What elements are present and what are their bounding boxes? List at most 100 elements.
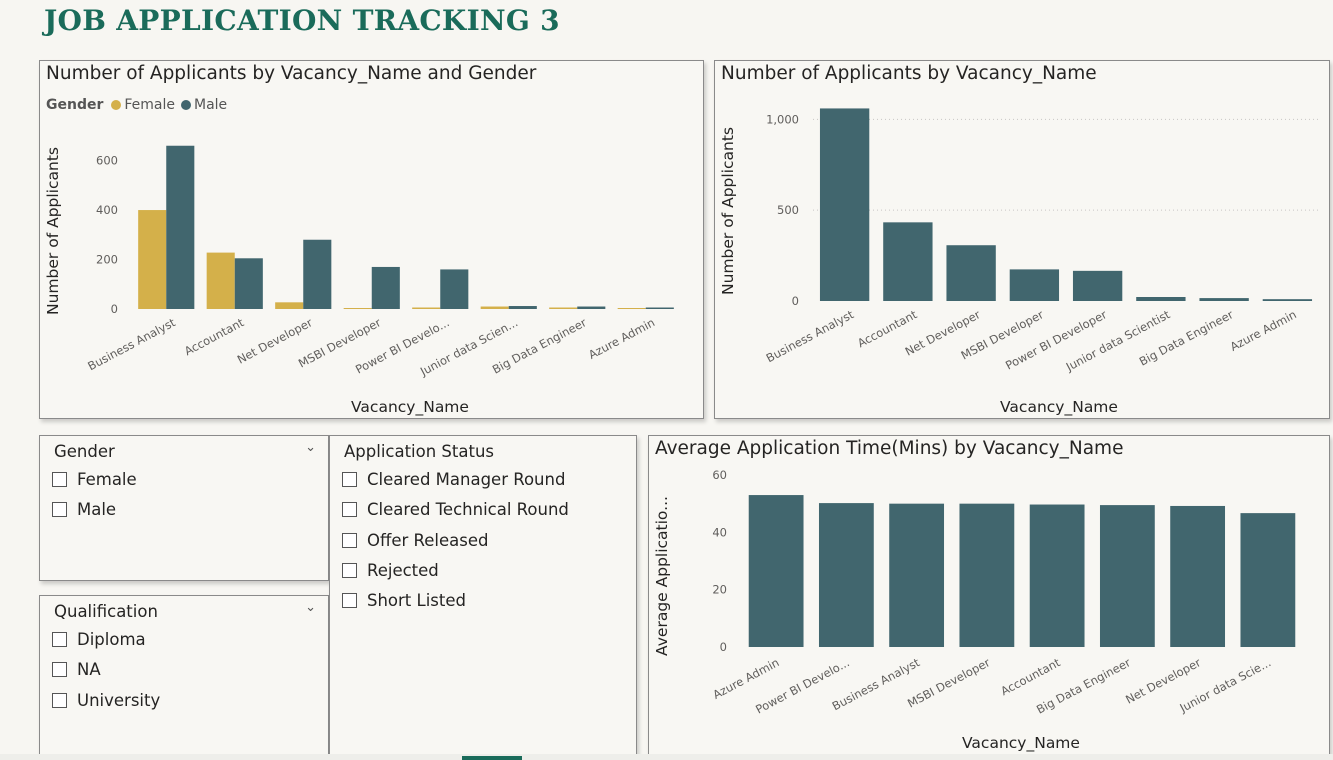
gender-option-female[interactable]: Female: [52, 468, 137, 490]
option-label: Male: [77, 499, 117, 519]
bar: [234, 258, 263, 309]
bar: [371, 266, 400, 309]
gender-slicer-title: Gender: [54, 442, 115, 461]
bar: [1170, 505, 1226, 647]
gender-option-male[interactable]: Male: [52, 498, 116, 520]
qualification-slicer-title: Qualification: [54, 602, 158, 621]
bar: [818, 503, 874, 647]
legend-label-female: Female: [124, 97, 175, 113]
checkbox[interactable]: [342, 592, 357, 608]
bar: [166, 145, 195, 309]
male-swatch-icon: [181, 100, 191, 110]
status-option-rejected[interactable]: Rejected: [342, 559, 439, 581]
checkbox[interactable]: [342, 562, 357, 578]
bar: [1029, 504, 1085, 647]
page-tabs-strip: [0, 754, 1333, 760]
status-option-cleared-manager[interactable]: Cleared Manager Round: [342, 468, 565, 490]
bar: [303, 239, 332, 309]
checkbox[interactable]: [52, 501, 67, 517]
option-label: Cleared Technical Round: [367, 499, 569, 519]
bar: [1240, 513, 1296, 647]
y-axis-title: Number of Applicants: [719, 127, 737, 295]
bar: [549, 307, 578, 309]
y-tick-label: 0: [720, 640, 727, 654]
x-tick-label: Azure Admin: [586, 315, 657, 362]
checkbox[interactable]: [52, 692, 67, 708]
bar: [1199, 298, 1249, 301]
checkbox[interactable]: [52, 661, 67, 677]
status-option-cleared-technical[interactable]: Cleared Technical Round: [342, 498, 569, 520]
checkbox[interactable]: [342, 471, 357, 487]
y-tick-label: 600: [96, 154, 118, 168]
checkbox[interactable]: [52, 631, 67, 647]
application-status-slicer[interactable]: Application Status Cleared Manager Round…: [329, 435, 637, 756]
bar: [819, 108, 870, 301]
y-tick-label: 500: [777, 203, 799, 217]
bar: [138, 210, 167, 309]
bar: [412, 307, 441, 309]
legend-title: Gender: [46, 97, 104, 113]
qualification-option-na[interactable]: NA: [52, 658, 101, 680]
bar: [889, 503, 945, 647]
status-option-offer-released[interactable]: Offer Released: [342, 529, 488, 551]
gender-slicer[interactable]: Gender ⌄ Female Male: [39, 435, 329, 581]
y-axis-title: Number of Applicants: [44, 147, 62, 315]
x-tick-label: Junior data Scientist: [1063, 307, 1173, 374]
bar: [343, 308, 372, 310]
bar: [959, 503, 1015, 647]
checkbox[interactable]: [342, 532, 357, 548]
female-swatch-icon: [111, 100, 122, 110]
checkbox[interactable]: [52, 471, 67, 487]
x-axis-title: Vacancy_Name: [1000, 398, 1118, 417]
chart3-title: Average Application Time(Mins) by Vacanc…: [655, 438, 1124, 459]
option-label: NA: [77, 659, 101, 679]
bar: [617, 308, 646, 310]
checkbox[interactable]: [342, 501, 357, 517]
qualification-option-university[interactable]: University: [52, 689, 160, 711]
bar: [946, 245, 996, 301]
legend-item-female[interactable]: Female: [111, 97, 175, 113]
bar: [1136, 297, 1186, 301]
bar: [1099, 505, 1155, 647]
chart1-legend: Gender Female Male: [46, 97, 233, 113]
bar: [1262, 299, 1313, 301]
y-tick-label: 1,000: [766, 112, 799, 126]
qualification-option-diploma[interactable]: Diploma: [52, 628, 146, 650]
x-axis-title: Vacancy_Name: [962, 734, 1080, 753]
y-tick-label: 60: [712, 468, 727, 482]
chart-applicants-by-vacancy-gender[interactable]: Number of Applicants by Vacancy_Name and…: [39, 60, 704, 419]
bar: [577, 306, 606, 309]
option-label: University: [77, 690, 161, 710]
status-option-short-listed[interactable]: Short Listed: [342, 589, 466, 611]
x-tick-label: Accountant: [182, 315, 247, 358]
y-tick-label: 0: [111, 302, 118, 316]
bar: [275, 302, 304, 309]
qualification-slicer[interactable]: Qualification ⌄ Diploma NA University: [39, 595, 329, 756]
option-label: Short Listed: [367, 590, 466, 610]
y-tick-label: 200: [96, 253, 118, 267]
x-tick-label: Azure Admin: [1228, 307, 1299, 354]
bar: [1009, 269, 1060, 301]
chevron-down-icon[interactable]: ⌄: [305, 600, 316, 615]
chevron-down-icon[interactable]: ⌄: [305, 440, 316, 455]
option-label: Diploma: [77, 629, 146, 649]
chart-avg-application-time[interactable]: Average Application Time(Mins) by Vacanc…: [648, 435, 1330, 756]
y-tick-label: 20: [712, 583, 727, 597]
bar: [1072, 270, 1123, 301]
x-tick-label: Business Analyst: [85, 315, 178, 373]
option-label: Rejected: [367, 560, 439, 580]
y-tick-label: 40: [712, 525, 727, 539]
status-slicer-title: Application Status: [344, 442, 495, 461]
bar: [748, 495, 804, 647]
bar: [440, 269, 469, 309]
x-tick-label: Business Analyst: [764, 307, 857, 365]
bar: [645, 307, 674, 309]
active-page-tab[interactable]: [462, 756, 522, 760]
legend-label-male: Male: [194, 97, 228, 113]
chart-applicants-by-vacancy[interactable]: Number of Applicants by Vacancy_Name 0 50…: [714, 60, 1330, 419]
legend-item-male[interactable]: Male: [181, 97, 227, 113]
bar: [206, 252, 235, 309]
bar: [480, 306, 509, 309]
